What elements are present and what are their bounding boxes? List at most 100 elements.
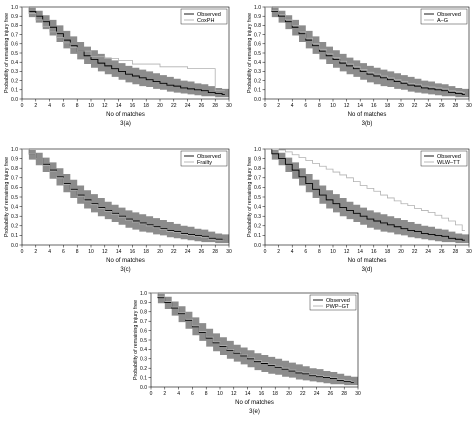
x-tick-label: 26	[328, 391, 334, 397]
observed-series-line	[265, 148, 465, 241]
y-tick-label: 0.5	[11, 195, 18, 201]
y-tick-label: 0.3	[254, 69, 261, 75]
chart-panel: 0 2 4 6 8 10 12 14 16 18 20 22 24 26 28 300.00.10.20.30…	[133, 291, 361, 415]
y-tick-label: 1.0	[254, 147, 261, 153]
x-tick-label: 10	[330, 103, 336, 109]
y-tick-label: 0.3	[11, 69, 18, 75]
x-tick-label: 28	[341, 391, 347, 397]
x-tick-label: 16	[130, 103, 136, 109]
x-tick-label: 2	[277, 249, 280, 255]
panel-caption: 3(c)	[120, 267, 130, 273]
y-tick-label: 0.4	[254, 60, 261, 66]
x-tick-label: 18	[143, 103, 149, 109]
y-tick-label: 0.5	[140, 338, 147, 344]
y-tick-label: 0.1	[254, 233, 261, 239]
x-tick-label: 12	[344, 249, 350, 255]
x-tick-label: 8	[76, 103, 79, 109]
x-tick-label: 0	[264, 249, 267, 255]
x-tick-label: 4	[48, 103, 51, 109]
x-tick-label: 6	[62, 103, 65, 109]
y-tick-label: 1.0	[140, 291, 147, 297]
y-tick-label: 0.4	[140, 347, 147, 353]
y-tick-label: 0.5	[254, 51, 261, 57]
x-tick-label: 8	[318, 249, 321, 255]
model-series-line	[265, 148, 465, 231]
x-tick-label: 14	[116, 103, 122, 109]
y-tick-label: 0.7	[254, 176, 261, 182]
x-tick-label: 6	[304, 103, 307, 109]
legend-label: Frailty	[197, 160, 212, 166]
x-tick-label: 24	[185, 103, 191, 109]
legend-label: Observed	[197, 12, 221, 18]
y-tick-label: 1.0	[11, 5, 18, 11]
y-tick-label: 0.7	[254, 32, 261, 38]
x-axis-label: No of matches	[235, 400, 274, 406]
x-tick-label: 4	[177, 391, 180, 397]
x-tick-label: 28	[212, 249, 218, 255]
x-tick-label: 8	[318, 103, 321, 109]
x-tick-label: 18	[385, 249, 391, 255]
y-tick-label: 0.8	[11, 166, 18, 172]
x-tick-label: 14	[357, 249, 363, 255]
x-tick-label: 4	[48, 249, 51, 255]
legend-label: Observed	[437, 154, 461, 160]
x-tick-label: 4	[291, 249, 294, 255]
y-tick-label: 0.8	[11, 23, 18, 29]
x-tick-label: 14	[245, 391, 251, 397]
x-tick-label: 30	[355, 391, 361, 397]
model-series-line	[22, 6, 225, 92]
x-tick-label: 30	[226, 249, 232, 255]
x-tick-label: 2	[34, 103, 37, 109]
x-tick-label: 26	[199, 103, 205, 109]
legend-label: WLW–TT	[437, 160, 460, 166]
x-tick-label: 16	[130, 249, 136, 255]
chart-panel: 0 2 4 6 8 10 12 14 16 18 20 22 24 26 28 300.00.10.20.30…	[4, 5, 232, 127]
x-tick-label: 22	[412, 103, 418, 109]
x-tick-label: 2	[163, 391, 166, 397]
x-tick-label: 30	[466, 103, 472, 109]
x-axis-label: No of matches	[348, 258, 387, 264]
x-tick-label: 28	[453, 103, 459, 109]
x-tick-label: 12	[102, 103, 108, 109]
x-tick-label: 30	[226, 103, 232, 109]
y-tick-label: 0.2	[11, 78, 18, 84]
x-tick-label: 18	[385, 103, 391, 109]
y-axis-label: Probability of remaining injury free	[133, 300, 139, 380]
chart-panel: 0 2 4 6 8 10 12 14 16 18 20 22 24 26 28 300.00.10.20.30…	[247, 5, 472, 127]
x-tick-label: 8	[76, 249, 79, 255]
x-tick-label: 30	[466, 249, 472, 255]
x-tick-label: 16	[371, 103, 377, 109]
y-tick-label: 0.6	[11, 185, 18, 191]
y-tick-label: 0.0	[254, 97, 261, 103]
x-tick-label: 0	[21, 103, 24, 109]
y-tick-label: 0.1	[254, 88, 261, 94]
y-tick-label: 0.1	[11, 233, 18, 239]
panel-caption: 3(a)	[120, 121, 131, 127]
x-axis-label: No of matches	[106, 258, 145, 264]
panel-caption: 3(e)	[249, 409, 260, 415]
y-tick-label: 0.1	[140, 375, 147, 381]
y-tick-label: 0.3	[140, 357, 147, 363]
y-tick-label: 0.8	[140, 310, 147, 316]
y-tick-label: 0.4	[11, 204, 18, 210]
x-tick-label: 2	[34, 249, 37, 255]
x-tick-label: 20	[286, 391, 292, 397]
y-tick-label: 0.9	[254, 156, 261, 162]
x-tick-label: 18	[272, 391, 278, 397]
x-tick-label: 14	[116, 249, 122, 255]
x-tick-label: 26	[439, 249, 445, 255]
model-series-line	[265, 6, 465, 93]
y-tick-label: 0.8	[254, 23, 261, 29]
chart-panel: 0 2 4 6 8 10 12 14 16 18 20 22 24 26 28 300.00.10.20.30…	[247, 147, 472, 273]
x-tick-label: 12	[231, 391, 237, 397]
x-tick-label: 26	[439, 103, 445, 109]
y-tick-label: 0.4	[254, 204, 261, 210]
observed-series-line	[265, 6, 465, 95]
x-tick-label: 22	[171, 103, 177, 109]
y-tick-label: 0.0	[11, 97, 18, 103]
x-axis-label: No of matches	[106, 112, 145, 118]
x-tick-label: 28	[453, 249, 459, 255]
